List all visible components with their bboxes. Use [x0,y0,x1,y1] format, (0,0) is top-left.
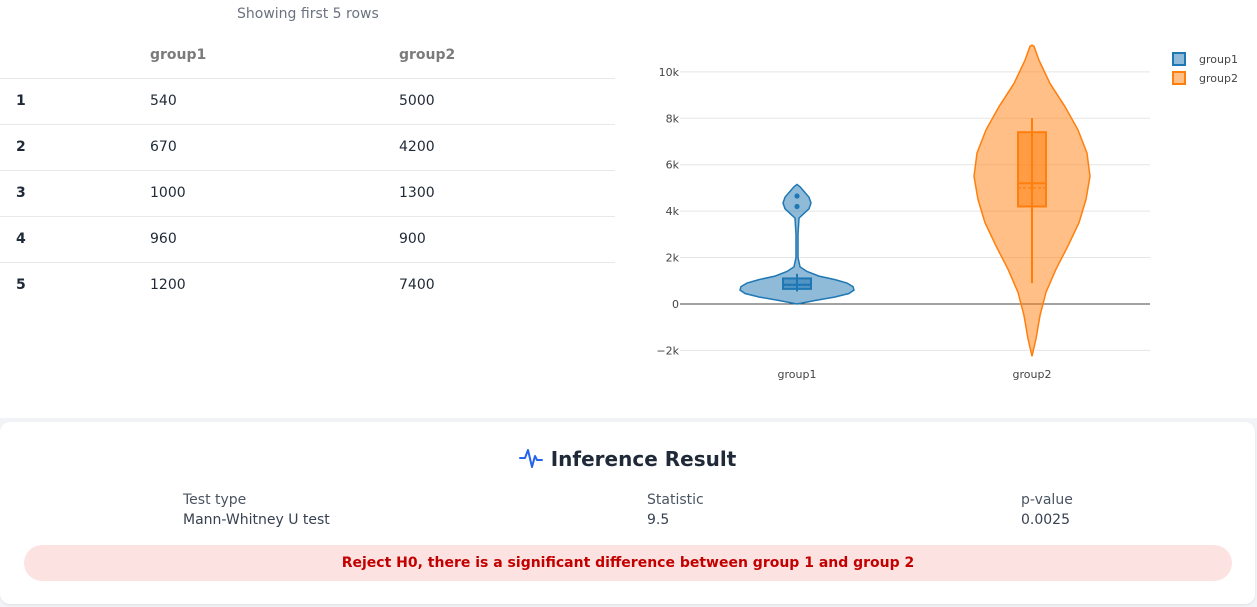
cell-group1: 540 [150,78,399,125]
pvalue-label: p-value [1021,492,1073,508]
cell-group1: 1200 [150,277,186,294]
chart-svg: −2k 0 2k 4k 6k 8k 10k group1 group2 group1 group2 [656,44,1238,381]
group1-outlier-point [794,193,800,199]
cell-group2: 1300 [399,170,615,217]
row-index: 1 [0,78,150,125]
table-row: 1 540 5000 [0,78,615,125]
y-tick-label: 2k [666,252,680,265]
statistic-label: Statistic [647,492,704,508]
header-group1: group1 [150,32,399,79]
y-tick-label: 10k [659,66,680,79]
cell-group1: 670 [150,124,399,171]
legend-swatch [1172,71,1186,85]
legend-swatch [1172,52,1186,66]
header-index [0,32,150,79]
verdict-banner: Reject H0, there is a significant differ… [24,545,1232,581]
y-tick-label: 6k [666,159,680,172]
table-row: 2 670 4200 [0,124,615,171]
group1-outlier-point [794,203,800,210]
result-heading: Inference Result [0,446,1255,475]
cell-group2: 4200 [399,124,615,171]
y-tick-label: 8k [666,112,680,125]
y-tick-label: 4k [666,205,680,218]
pulse-icon [518,446,543,475]
table-row: 5 1200 7400 [0,262,615,308]
pvalue-value: 0.0025 [1021,512,1070,528]
legend-label: group2 [1199,72,1238,85]
test-type-value: Mann-Whitney U test [183,512,330,528]
test-type-block: Test type Mann-Whitney U test [183,490,330,530]
cell-group1: 1000 [150,170,399,217]
x-tick-label: group1 [778,368,817,381]
group2-box [1017,131,1047,208]
header-group2: group2 [399,32,615,79]
x-tick-label: group2 [1013,368,1052,381]
row-index: 2 [0,124,150,171]
statistic-value: 9.5 [647,512,670,528]
y-tick-label: −2k [656,344,679,357]
row-index: 5 [16,277,26,294]
cell-group2: 7400 [399,277,435,294]
table-row: 3 1000 1300 [0,170,615,217]
data-preview-panel: Showing first 5 rows group1 group2 1 540… [0,0,1257,418]
row-index: 3 [0,170,150,217]
table-header-row: group1 group2 [0,32,615,79]
y-tick-label: 0 [672,298,679,311]
cell-group2: 5000 [399,78,615,125]
cell-group2: 900 [399,216,615,263]
table-row: 4 960 900 [0,216,615,263]
row-index: 4 [0,216,150,263]
test-type-label: Test type [183,492,247,508]
statistic-block: Statistic 9.5 [647,490,704,530]
data-table: group1 group2 1 540 5000 2 670 4200 3 10… [0,32,615,308]
cell-group1: 960 [150,216,399,263]
legend-label: group1 [1199,53,1238,66]
violin-chart[interactable]: −2k 0 2k 4k 6k 8k 10k group1 group2 group1 group2 [630,44,1257,394]
pvalue-block: p-value 0.0025 [1021,490,1073,530]
result-title: Inference Result [550,447,737,471]
group1-box [782,277,812,290]
group1-violin [739,183,855,305]
rows-caption: Showing first 5 rows [237,6,379,22]
inference-result-card: Inference Result Test type Mann-Whitney … [0,422,1255,604]
